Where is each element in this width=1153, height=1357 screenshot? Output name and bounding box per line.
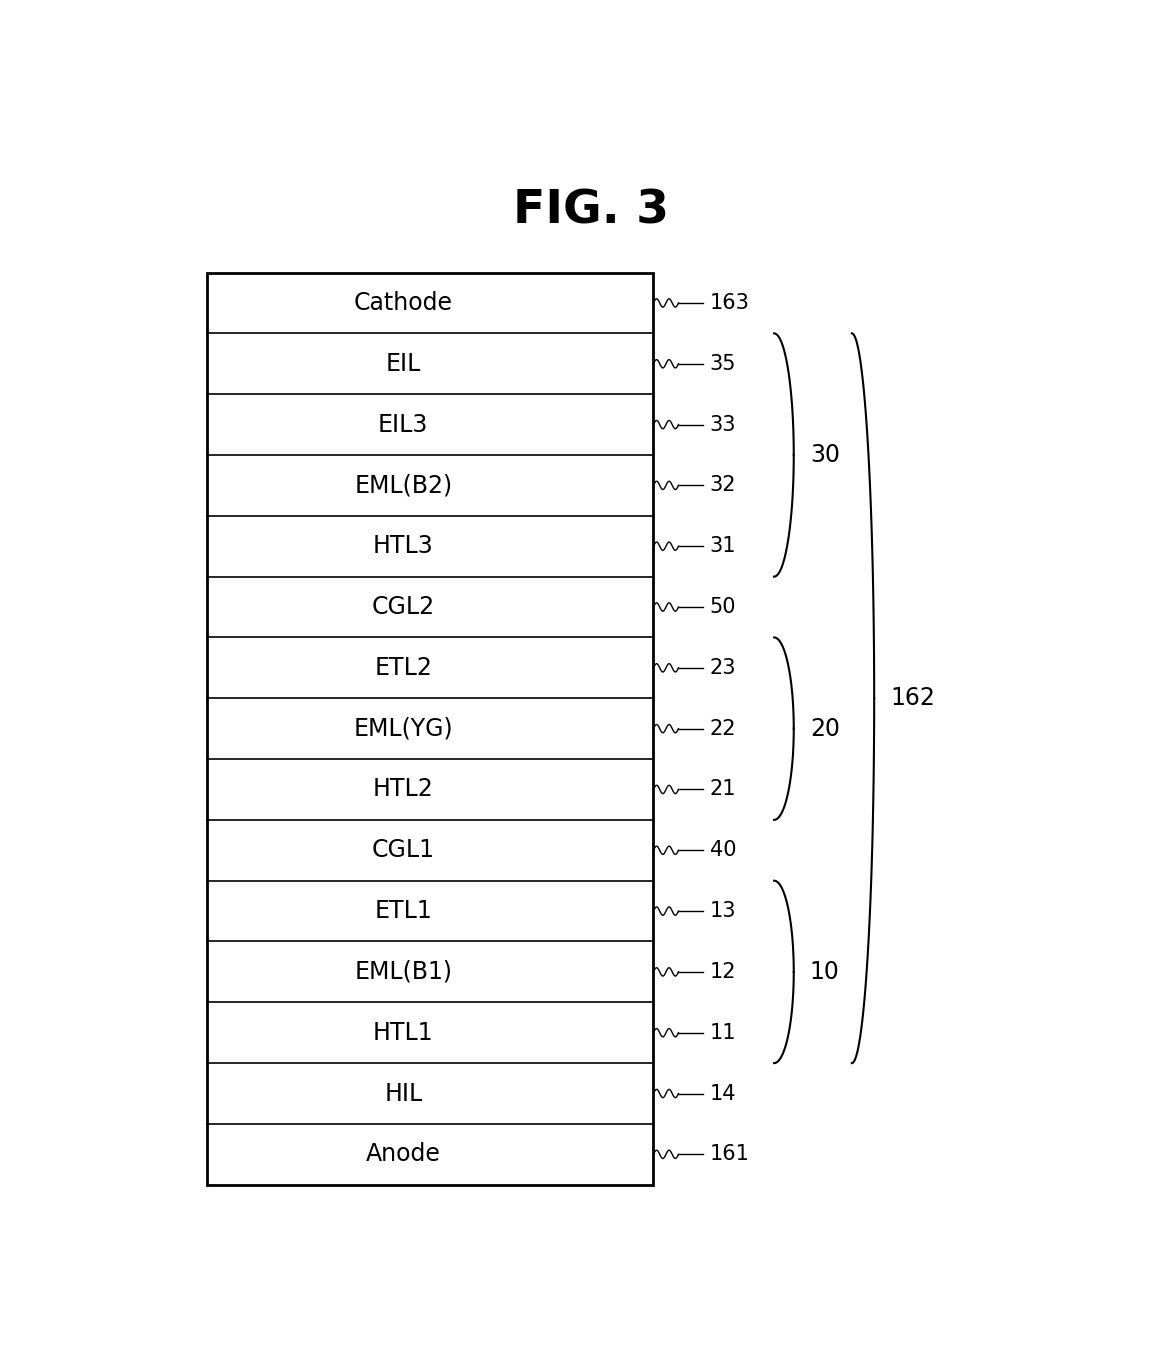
Text: 20: 20 <box>809 716 839 741</box>
Text: EML(YG): EML(YG) <box>354 716 453 741</box>
Text: ETL1: ETL1 <box>375 900 432 923</box>
Text: 23: 23 <box>710 658 737 678</box>
Text: 21: 21 <box>710 779 737 799</box>
Text: Anode: Anode <box>366 1143 440 1166</box>
Text: 35: 35 <box>710 354 737 373</box>
Text: HIL: HIL <box>384 1082 422 1106</box>
Text: EML(B2): EML(B2) <box>354 474 452 498</box>
Text: 13: 13 <box>710 901 737 921</box>
Text: ETL2: ETL2 <box>375 655 432 680</box>
Text: 163: 163 <box>710 293 749 313</box>
Text: 10: 10 <box>809 959 839 984</box>
Text: 50: 50 <box>710 597 737 617</box>
Text: EML(B1): EML(B1) <box>354 959 452 984</box>
Text: HTL3: HTL3 <box>372 535 434 558</box>
Text: 33: 33 <box>710 415 737 434</box>
Text: 162: 162 <box>890 687 935 710</box>
Text: HTL2: HTL2 <box>372 778 434 802</box>
Bar <box>206 273 654 1185</box>
Text: 14: 14 <box>710 1083 737 1103</box>
Text: 32: 32 <box>710 475 737 495</box>
Text: 161: 161 <box>710 1144 749 1164</box>
Text: CGL2: CGL2 <box>371 594 435 619</box>
Text: FIG. 3: FIG. 3 <box>513 189 669 233</box>
Text: 11: 11 <box>710 1023 737 1042</box>
Text: 30: 30 <box>809 442 839 467</box>
Text: 22: 22 <box>710 719 737 738</box>
Text: Cathode: Cathode <box>354 290 453 315</box>
Text: 40: 40 <box>710 840 737 860</box>
Text: HTL1: HTL1 <box>372 1020 434 1045</box>
Text: EIL: EIL <box>385 351 421 376</box>
Text: 31: 31 <box>710 536 737 556</box>
Text: CGL1: CGL1 <box>371 839 435 862</box>
Text: EIL3: EIL3 <box>378 413 429 437</box>
Text: 12: 12 <box>710 962 737 982</box>
